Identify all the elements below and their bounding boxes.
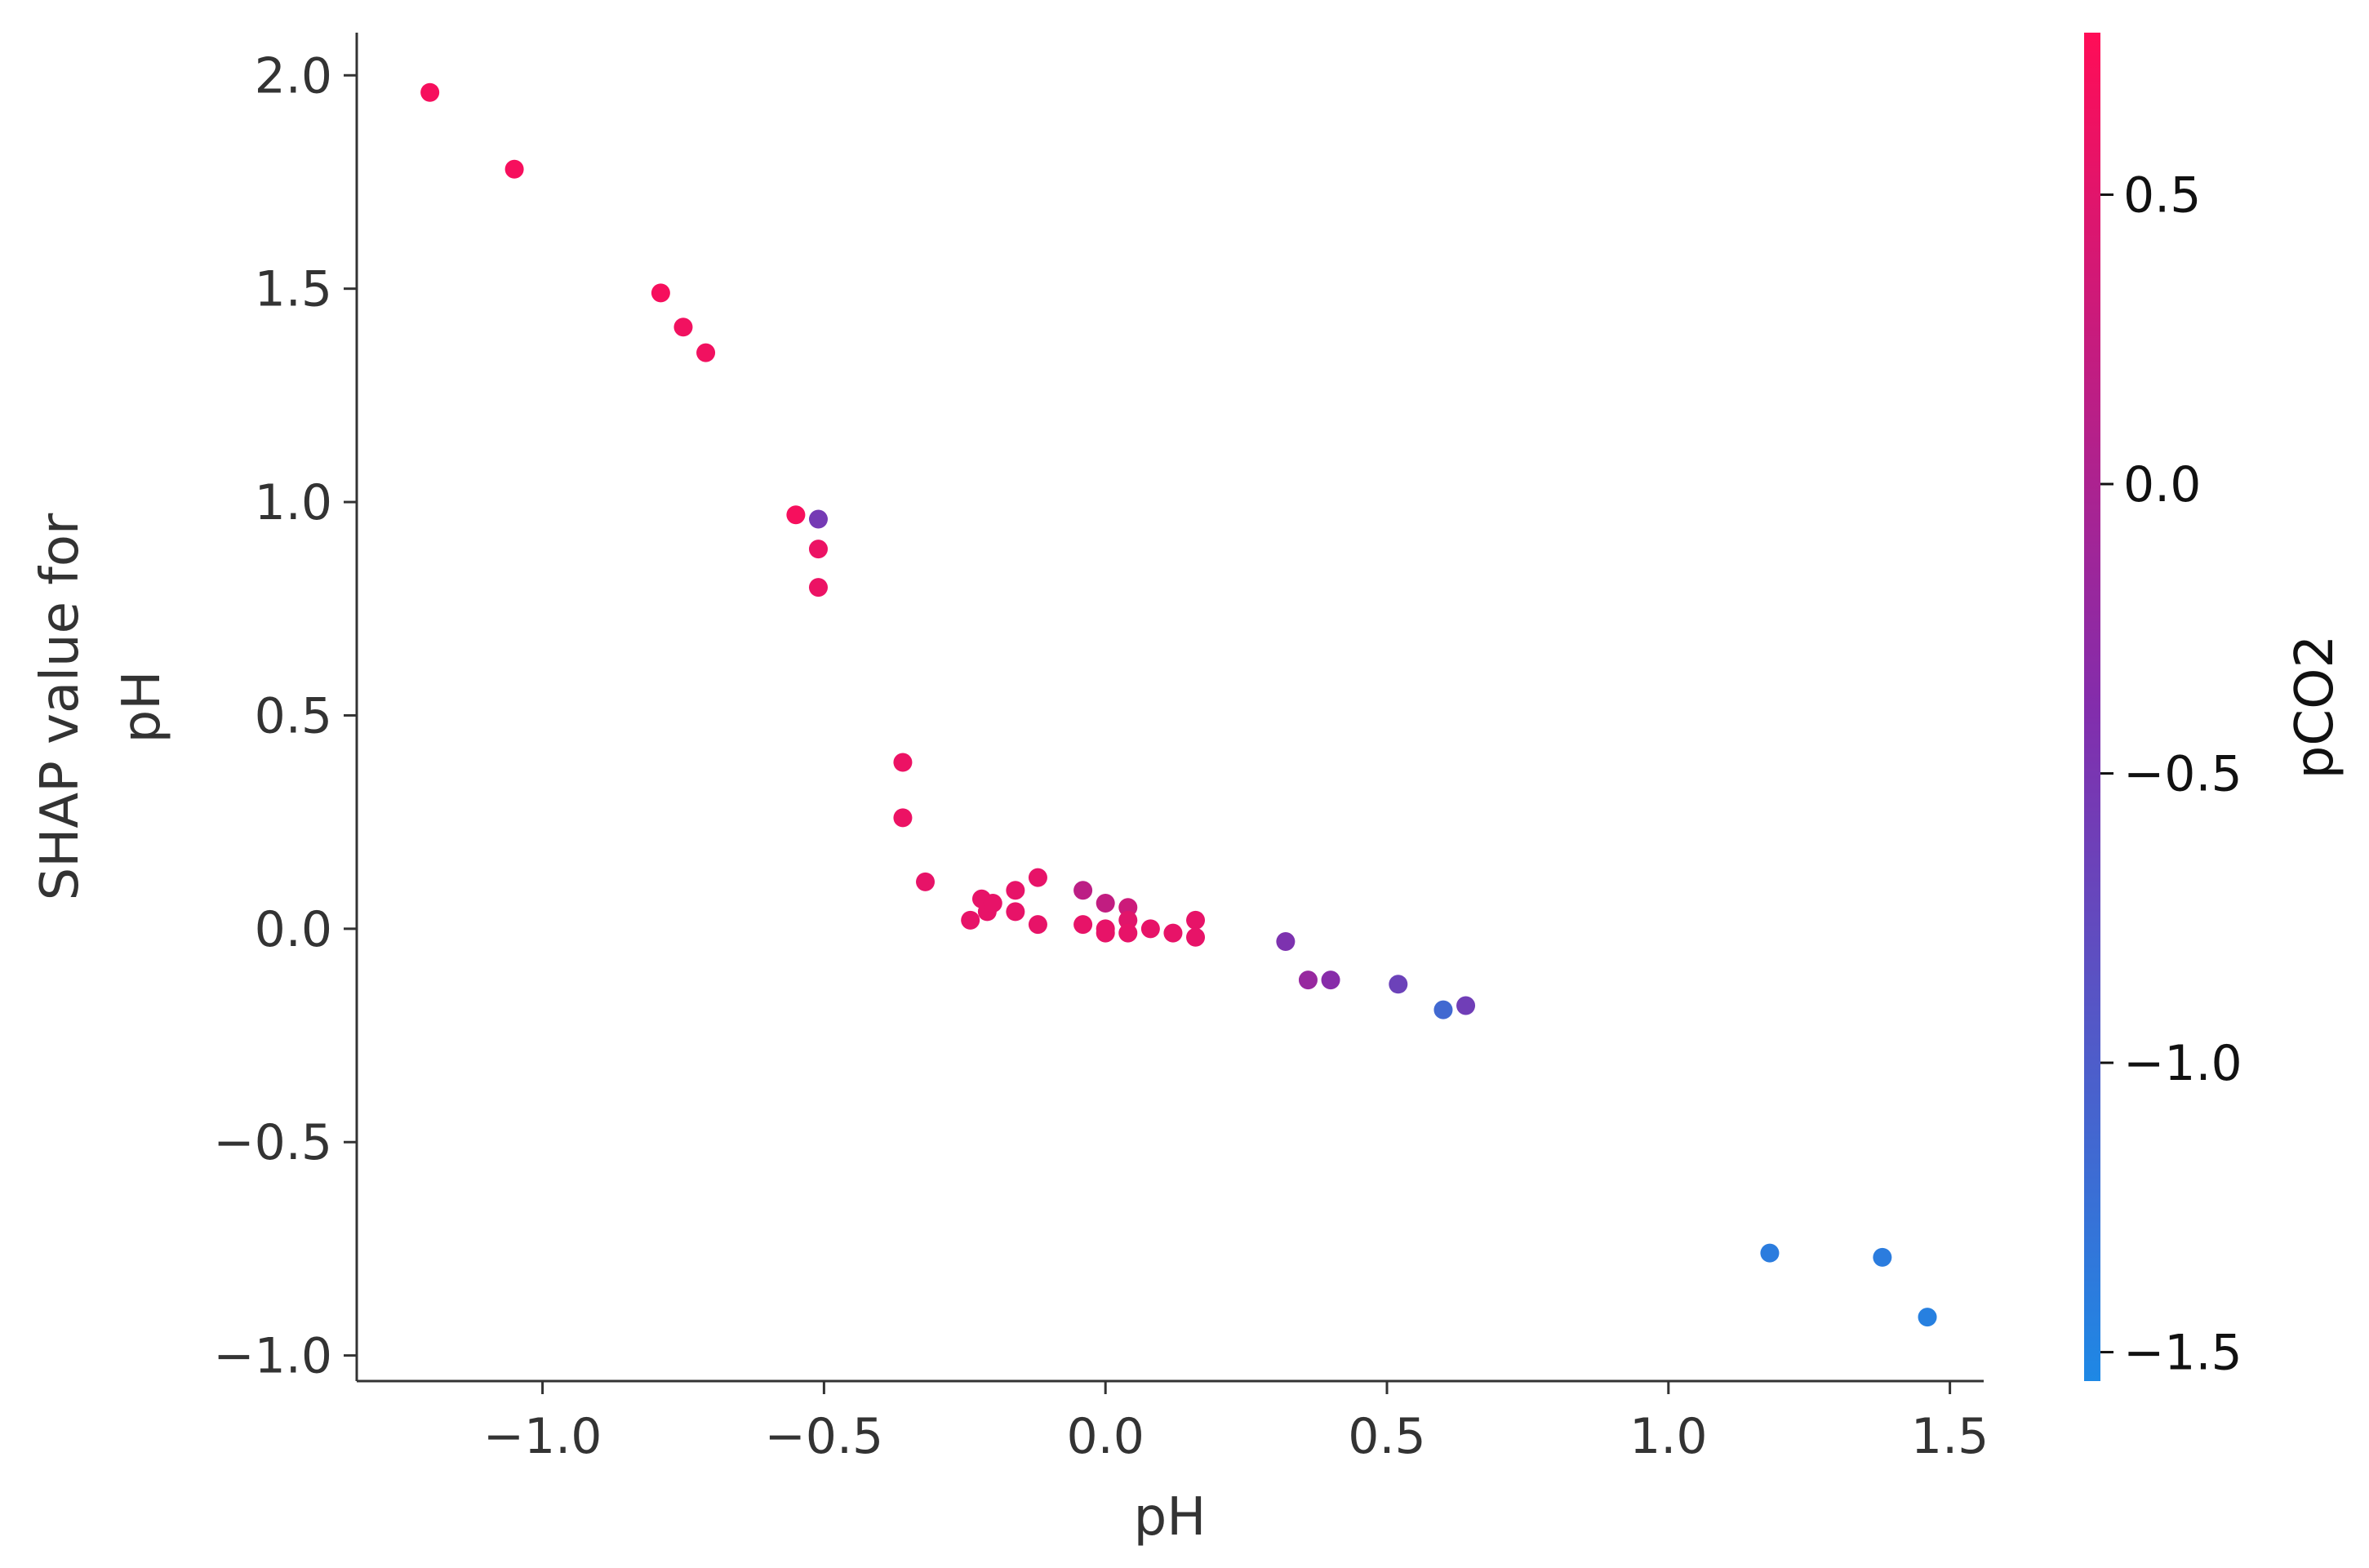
y-ticks: −1.0 −0.5 0.0 0.5 1.0 1.5 2.0 [213, 47, 357, 1385]
colorbar-tick-label: 0.5 [2123, 167, 2201, 224]
scatter-point [504, 159, 524, 179]
scatter-point [1118, 923, 1138, 943]
scatter-point [1918, 1308, 1937, 1327]
x-tick-label: 1.5 [1911, 1408, 1989, 1465]
colorbar-tick-label: −1.0 [2123, 1035, 2242, 1092]
y-tick-label: 1.0 [255, 474, 332, 531]
x-tick-label: 1.0 [1629, 1408, 1707, 1465]
plot-area: −1.0 −0.5 0.0 0.5 1.0 1.5 −1.0 −0.5 0.0 0.5 1.0 1.… [213, 33, 1989, 1465]
y-tick-label: −1.0 [213, 1328, 332, 1385]
x-tick-label: −1.0 [483, 1408, 602, 1465]
scatter-point [916, 872, 936, 891]
scatter-point [1096, 893, 1115, 913]
x-axis-title: pH [1134, 1487, 1207, 1548]
colorbar-ticks: 0.5 0.0 −0.5 −1.0 −1.5 [2100, 167, 2242, 1382]
scatter-point [786, 505, 806, 525]
x-tick-label: −0.5 [765, 1408, 884, 1465]
scatter-point [808, 540, 828, 559]
scatter-point [1456, 996, 1476, 1015]
y-axis-title-line-2: pH [112, 671, 172, 744]
scatter-point [808, 578, 828, 597]
colorbar-tick-label: 0.0 [2123, 456, 2201, 513]
y-tick-label: 0.5 [255, 687, 332, 744]
y-tick-label: 0.0 [255, 901, 332, 958]
scatter-point [1389, 975, 1408, 994]
scatter-point [1163, 923, 1183, 943]
scatter-point [696, 343, 716, 362]
scatter-point [651, 283, 670, 303]
scatter-point [808, 509, 828, 529]
scatter-point [1186, 910, 1206, 930]
scatter-points [420, 82, 1937, 1327]
y-tick-label: 1.5 [255, 261, 332, 318]
scatter-point [1321, 971, 1340, 990]
scatter-point [1028, 915, 1047, 935]
scatter-point [1186, 927, 1206, 947]
scatter-point [1760, 1243, 1780, 1263]
y-tick-label: −0.5 [213, 1114, 332, 1171]
scatter-point [1073, 915, 1093, 935]
scatter-point [1276, 932, 1296, 952]
scatter-point [1006, 881, 1025, 900]
scatter-point [1873, 1247, 1892, 1267]
scatter-point [1073, 881, 1093, 900]
scatter-point [893, 753, 913, 772]
colorbar-tick-label: −0.5 [2123, 746, 2242, 803]
colorbar-title: pCO2 [2285, 635, 2345, 779]
scatter-point [1096, 923, 1115, 943]
x-tick-label: 0.0 [1066, 1408, 1144, 1465]
scatter-point [1028, 868, 1047, 887]
colorbar-gradient [2084, 33, 2100, 1381]
x-tick-label: 0.5 [1348, 1408, 1425, 1465]
x-ticks: −1.0 −0.5 0.0 0.5 1.0 1.5 [483, 1381, 1989, 1465]
colorbar: 0.5 0.0 −0.5 −1.0 −1.5 [2084, 33, 2242, 1382]
y-axis-title-line-1: SHAP value for [30, 513, 91, 900]
scatter-point [1298, 971, 1318, 990]
scatter-point [673, 318, 693, 337]
scatter-point [1433, 1000, 1453, 1019]
scatter-point [1140, 919, 1160, 939]
scatter-point [420, 82, 440, 102]
scatter-point [1006, 902, 1025, 922]
colorbar-tick-label: −1.5 [2123, 1325, 2242, 1382]
y-tick-label: 2.0 [255, 47, 332, 104]
scatter-point [961, 910, 980, 930]
scatter-point [893, 808, 913, 828]
scatter-point [983, 893, 1002, 913]
